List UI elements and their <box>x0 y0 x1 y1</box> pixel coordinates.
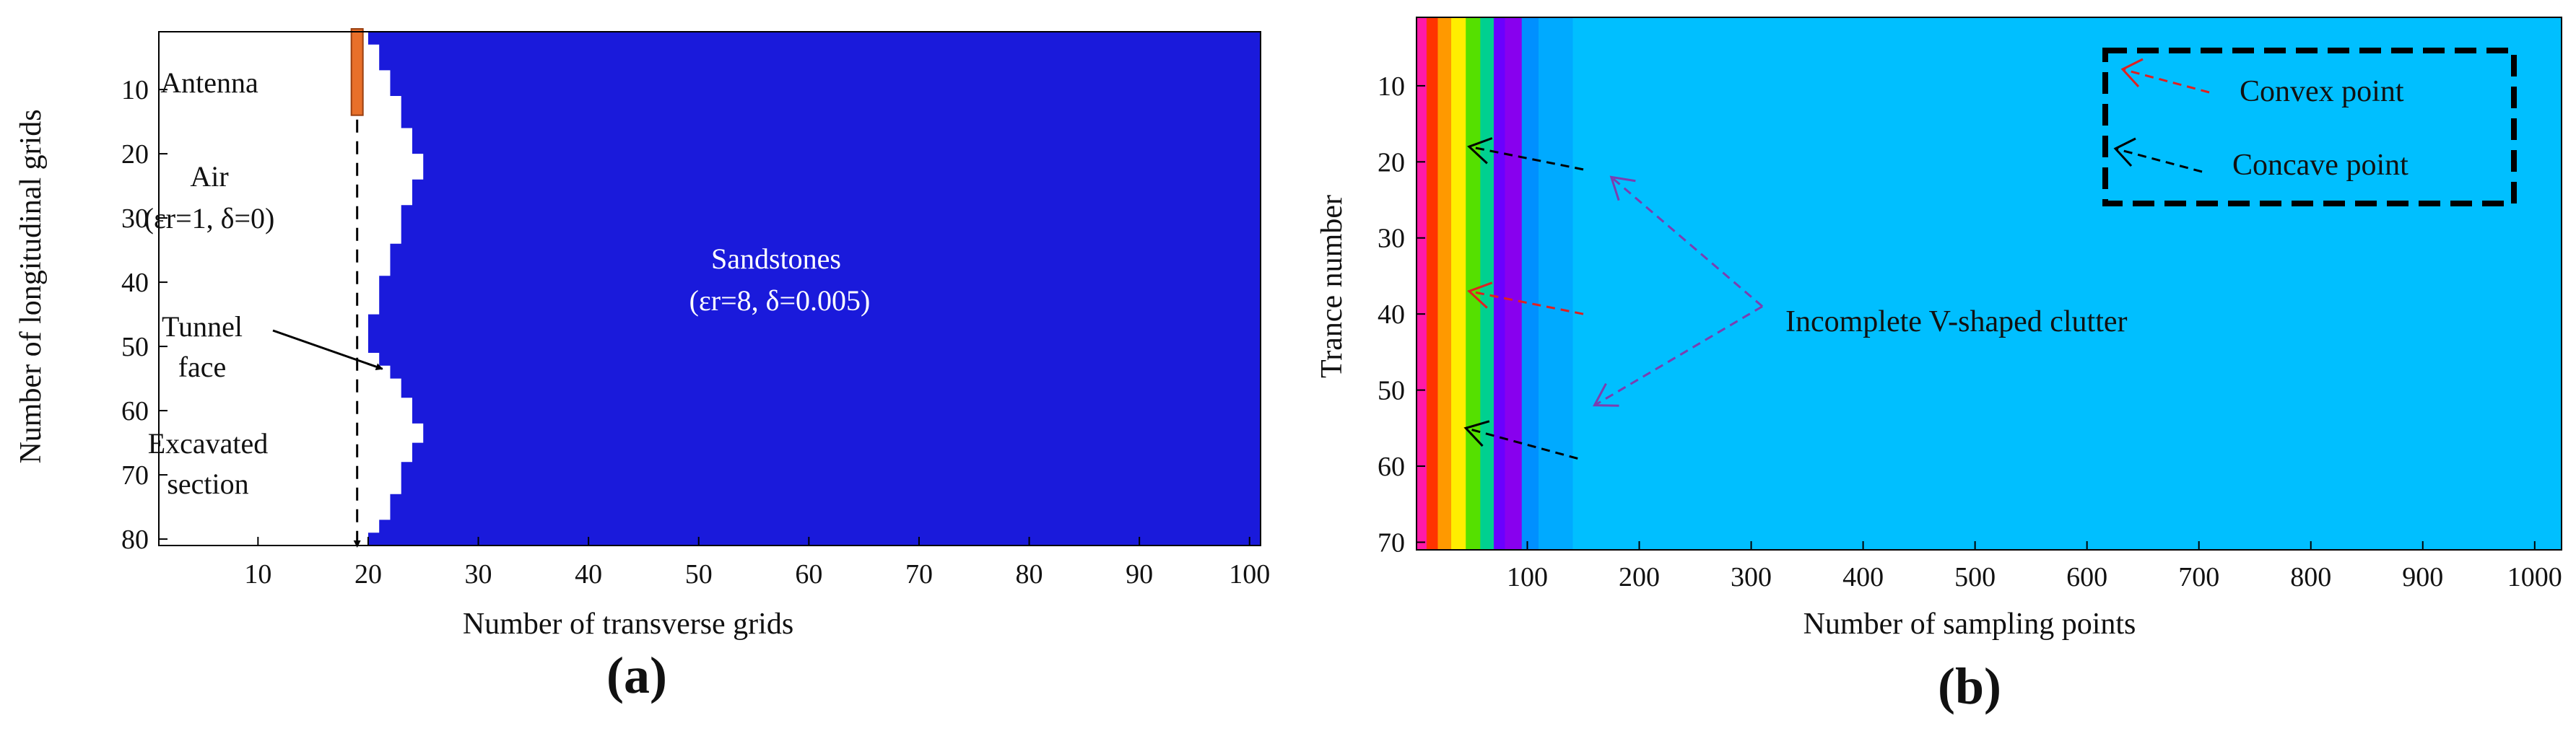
x-tick-label-b: 600 <box>2066 562 2107 592</box>
legend-concave-label: Concave point <box>2232 149 2409 182</box>
x-tick-label-a: 10 <box>244 559 271 590</box>
convex-arrowhead <box>1467 281 1493 309</box>
panel-label-a: (a) <box>606 647 667 704</box>
clutter-arrow <box>1593 305 1763 406</box>
air-properties-label: (εr=1, δ=0) <box>144 202 275 235</box>
y-axis-label-b: Trance number <box>1315 195 1349 378</box>
x-tick-label-b: 800 <box>2290 562 2331 592</box>
excavated-label-2: section <box>167 468 248 500</box>
x-tick-label-b: 100 <box>1507 562 1548 592</box>
y-tick-label-a: 20 <box>121 139 149 170</box>
y-tick-label-b: 30 <box>1378 224 1405 254</box>
y-tick-label-a: 10 <box>121 75 149 105</box>
x-axis-ticks-b: 100 200 300 400 500 600 700 800 900 1000 <box>1507 541 2562 592</box>
y-tick-label-a: 60 <box>121 396 149 426</box>
concave-arrowhead <box>1467 137 1493 165</box>
radargram-bands <box>1417 17 1573 550</box>
panel-label-b: (b) <box>1938 657 2001 715</box>
x-tick-label-b: 500 <box>1954 562 1996 592</box>
legend-box <box>2102 48 2517 206</box>
tunnel-face-arrow <box>272 329 383 370</box>
panel-b: 100 200 300 400 500 600 700 800 900 1000 10 20 30 40… <box>1315 17 2562 715</box>
rock-region <box>367 32 1261 546</box>
y-axis-ticks-a: 10 20 30 40 50 60 70 80 <box>121 75 167 555</box>
radargram-band <box>1493 17 1506 550</box>
y-tick-label-b: 20 <box>1378 147 1405 178</box>
x-tick-label-a: 40 <box>575 559 602 590</box>
y-tick-label-a: 50 <box>121 332 149 362</box>
radargram-band <box>1538 17 1573 550</box>
rock-area <box>367 32 1261 546</box>
x-tick-label-a: 70 <box>905 559 933 590</box>
x-tick-label-a: 20 <box>354 559 382 590</box>
x-tick-label-b: 1000 <box>2507 562 2562 592</box>
concave-arrow <box>1468 145 1584 171</box>
y-tick-label-b: 70 <box>1378 527 1405 558</box>
radargram-band <box>1466 17 1481 550</box>
air-label: Air <box>190 160 228 193</box>
y-tick-label-a: 70 <box>121 460 149 491</box>
clutter-arrow <box>1610 176 1764 307</box>
y-tick-label-b: 50 <box>1378 376 1405 406</box>
concave-arrow <box>1465 426 1578 460</box>
x-axis-label-b: Number of sampling points <box>1803 608 2136 641</box>
x-tick-label-a: 100 <box>1229 559 1270 590</box>
x-tick-label-b: 400 <box>1842 562 1884 592</box>
radargram-band <box>1521 17 1539 550</box>
clutter-arrowhead <box>1609 175 1636 201</box>
x-tick-label-a: 80 <box>1016 559 1043 590</box>
excavated-label: Excavated <box>148 427 269 460</box>
x-tick-label-a: 30 <box>465 559 492 590</box>
clutter-arrowhead <box>1593 382 1619 407</box>
legend-convex-label: Convex point <box>2240 75 2404 108</box>
x-tick-label-b: 200 <box>1619 562 1660 592</box>
radargram-band <box>1426 17 1439 550</box>
x-tick-label-a: 60 <box>795 559 822 590</box>
x-axis-label-a: Number of transverse grids <box>463 608 793 641</box>
radargram-band <box>1451 17 1467 550</box>
radargram-band <box>1417 17 1427 550</box>
convex-arrow <box>1468 290 1584 315</box>
x-tick-label-a: 90 <box>1126 559 1153 590</box>
y-tick-label-b: 40 <box>1378 299 1405 330</box>
y-tick-label-b: 60 <box>1378 452 1405 482</box>
antenna-marker <box>350 28 364 116</box>
y-tick-label-a: 30 <box>121 203 149 234</box>
y-axis-ticks-b: 10 20 30 40 50 60 70 <box>1378 71 1425 558</box>
y-tick-label-a: 80 <box>121 525 149 555</box>
clutter-arrows <box>1463 137 1764 460</box>
x-tick-label-b: 300 <box>1731 562 1772 592</box>
x-tick-label-a: 50 <box>685 559 713 590</box>
y-tick-label-a: 40 <box>121 268 149 298</box>
plot-frame-b <box>1416 17 2562 551</box>
y-tick-label-b: 10 <box>1378 71 1405 102</box>
legend-concave-arrow <box>2113 137 2203 173</box>
plot-frame-a <box>158 31 1261 546</box>
panel-a: 10 20 30 40 50 60 70 80 90 100 10 20 30 40 50 60 70 80 A… <box>14 28 1270 704</box>
clutter-annotation: Incomplete V-shaped clutter <box>1785 305 2128 338</box>
x-tick-label-b: 900 <box>2402 562 2443 592</box>
sandstones-properties-label: (εr=8, δ=0.005) <box>689 284 871 317</box>
radargram-band <box>1505 17 1523 550</box>
tunnel-face-label: Tunnel <box>162 310 243 343</box>
antenna-label: Antenna <box>160 66 258 99</box>
concave-arrowhead <box>1463 420 1490 447</box>
tunnel-face-label-2: face <box>178 351 227 383</box>
legend-convex-arrow <box>2120 58 2210 94</box>
sandstones-label: Sandstones <box>711 242 841 275</box>
radargram-background <box>1417 17 2562 550</box>
x-axis-ticks-a: 10 20 30 40 50 60 70 80 90 100 <box>244 537 1270 590</box>
x-tick-label-b: 700 <box>2178 562 2219 592</box>
y-axis-label-a: Number of longitudinal grids <box>14 109 48 463</box>
radargram-band <box>1437 17 1453 550</box>
